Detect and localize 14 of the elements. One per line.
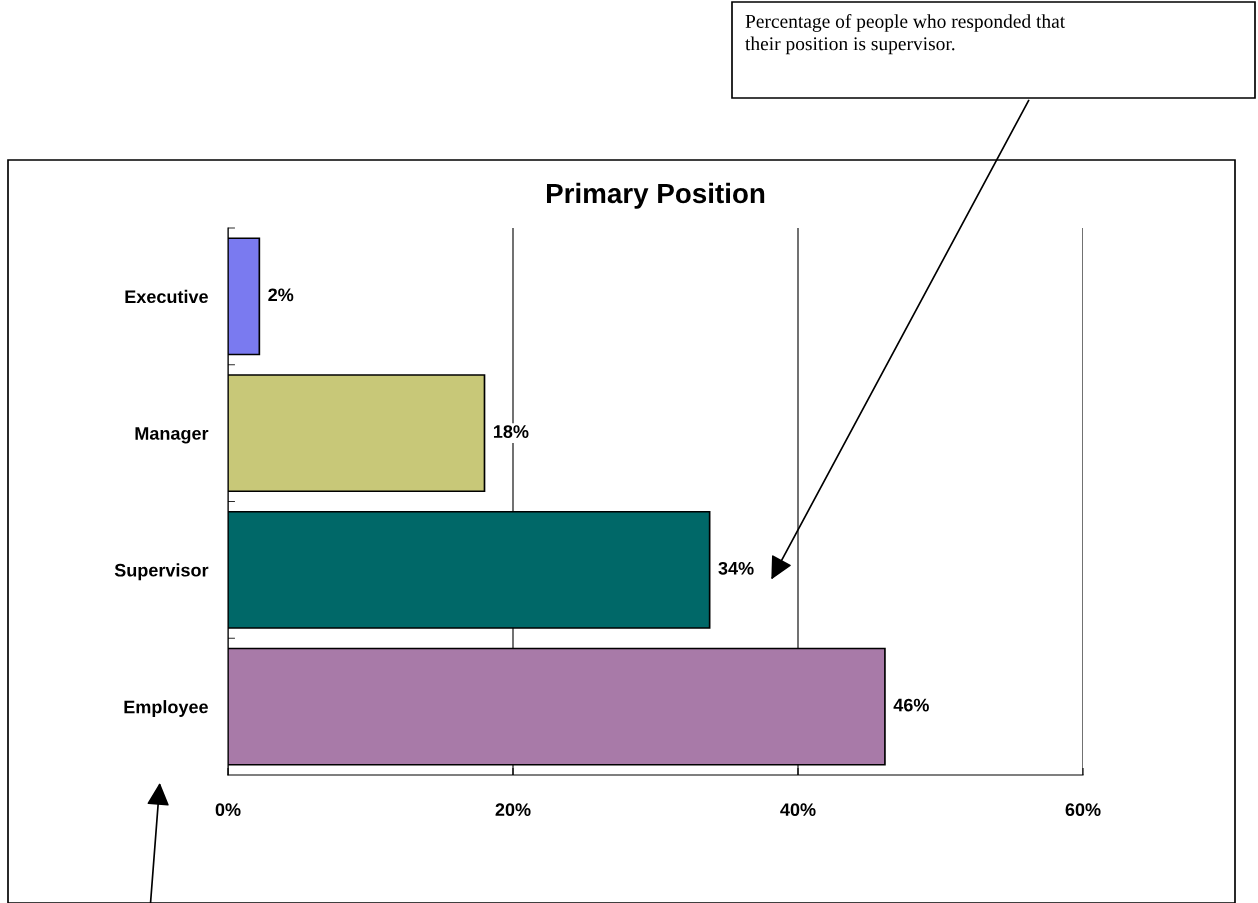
data-label: 46% bbox=[893, 698, 929, 712]
chart-title: Primary Position bbox=[546, 182, 765, 209]
y-tick-label: Manager bbox=[135, 427, 209, 444]
y-tick-label: Supervisor bbox=[114, 563, 209, 581]
data-label: 18% bbox=[493, 425, 529, 438]
x-tick-label: 0% bbox=[215, 803, 241, 817]
x-tick-label: 20% bbox=[495, 803, 531, 817]
x-tick-label: 60% bbox=[1065, 803, 1101, 817]
text: Percentage of people who responded that their position is supervisor. bbox=[745, 14, 1066, 55]
x-tick-label: 40% bbox=[780, 803, 816, 817]
data-label: 2% bbox=[268, 288, 294, 302]
y-tick-label: Executive bbox=[125, 289, 208, 304]
data-label: 34% bbox=[718, 561, 754, 575]
y-tick-label: Employee bbox=[124, 700, 208, 717]
